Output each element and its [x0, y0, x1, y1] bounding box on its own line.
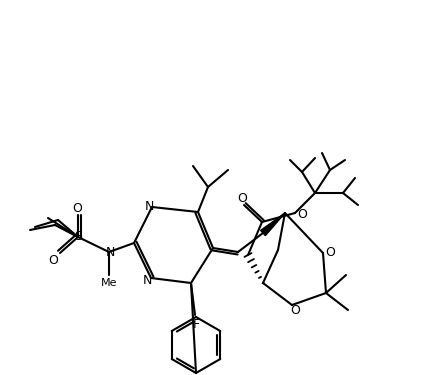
- Text: O: O: [48, 254, 58, 267]
- Text: S: S: [74, 231, 82, 243]
- Text: N: N: [105, 246, 115, 259]
- Text: N: N: [142, 273, 152, 286]
- Text: O: O: [72, 201, 82, 214]
- Text: O: O: [325, 246, 335, 258]
- Text: O: O: [237, 192, 247, 204]
- Text: O: O: [297, 207, 307, 220]
- Text: F: F: [192, 318, 200, 332]
- Text: N: N: [144, 201, 154, 213]
- Text: O: O: [290, 303, 300, 316]
- Text: Me: Me: [101, 278, 117, 288]
- Polygon shape: [261, 213, 285, 236]
